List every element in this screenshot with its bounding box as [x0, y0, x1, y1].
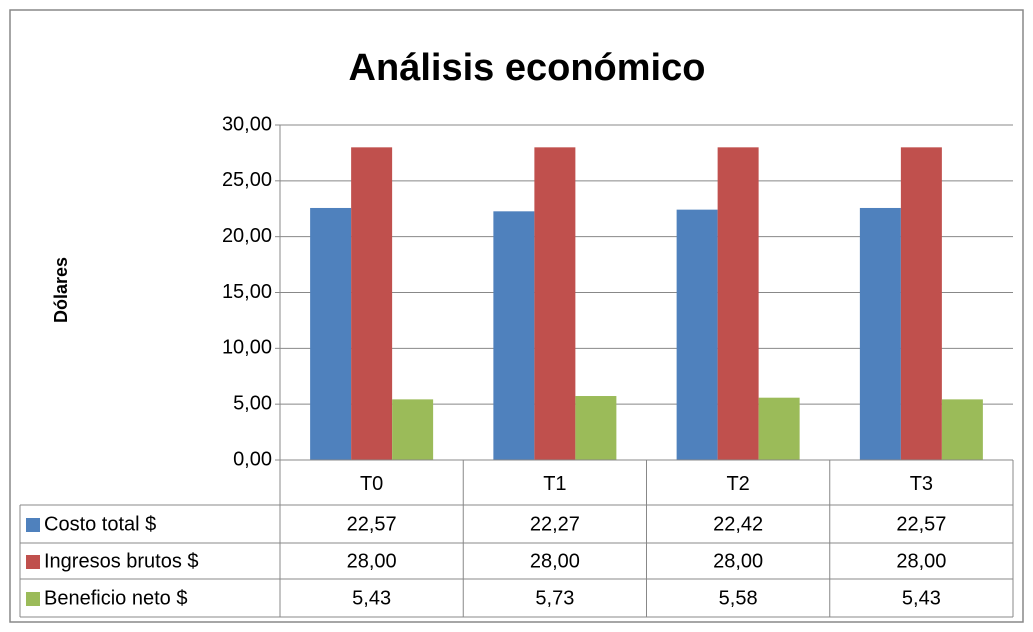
bar — [575, 396, 617, 460]
table-value: 22,42 — [713, 513, 763, 535]
table-value: 22,27 — [530, 513, 580, 535]
table-value: 22,57 — [896, 513, 946, 535]
bar — [717, 147, 759, 461]
y-tick-label: 20,00 — [222, 225, 272, 247]
y-tick-label: 25,00 — [222, 169, 272, 191]
x-tick-label: T0 — [360, 473, 383, 495]
y-tick-label: 5,00 — [233, 392, 272, 414]
table-value: 28,00 — [896, 550, 946, 572]
x-tick-label: T2 — [726, 473, 749, 495]
legend-swatch — [26, 555, 40, 569]
bar — [900, 147, 942, 461]
table-value: 28,00 — [530, 550, 580, 572]
legend-label: Beneficio neto $ — [44, 587, 187, 609]
legend-swatch — [26, 518, 40, 532]
x-tick-label: T1 — [543, 473, 566, 495]
y-tick-label: 30,00 — [222, 113, 272, 135]
legend-label: Ingresos brutos $ — [44, 550, 199, 572]
table-value: 22,57 — [347, 513, 397, 535]
y-tick-label: 0,00 — [233, 448, 272, 470]
bar — [859, 207, 901, 460]
bar — [676, 209, 718, 460]
bar — [351, 147, 393, 461]
legend-swatch — [26, 592, 40, 606]
bar — [493, 211, 535, 460]
table-value: 28,00 — [347, 550, 397, 572]
bar — [941, 399, 983, 460]
y-tick-label: 10,00 — [222, 337, 272, 359]
legend-label: Costo total $ — [44, 513, 156, 535]
table-value: 28,00 — [713, 550, 763, 572]
table-value: 5,58 — [719, 587, 758, 609]
bar — [392, 399, 434, 460]
bar — [310, 207, 352, 460]
table-value: 5,43 — [352, 587, 391, 609]
y-axis-label: Dólares — [51, 257, 71, 323]
table-value: 5,43 — [902, 587, 941, 609]
chart-title: Análisis económico — [349, 47, 706, 89]
table-value: 5,73 — [535, 587, 574, 609]
x-tick-label: T3 — [910, 473, 933, 495]
y-tick-label: 15,00 — [222, 281, 272, 303]
bar — [534, 147, 576, 461]
bar — [758, 397, 800, 460]
